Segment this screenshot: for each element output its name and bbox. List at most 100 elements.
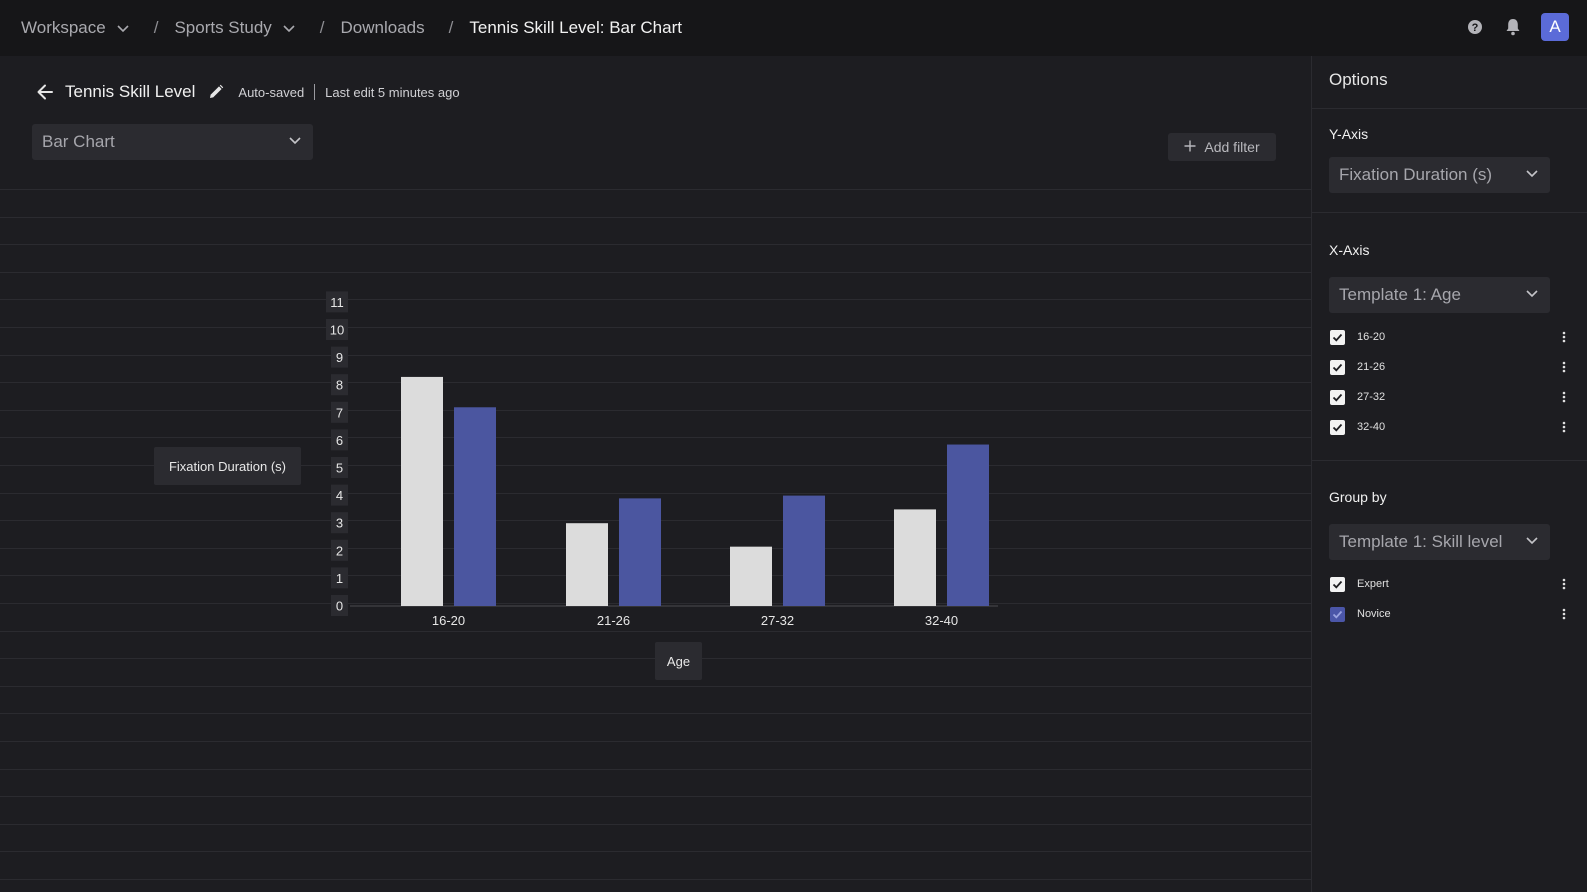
breadcrumb-label: Workspace	[21, 18, 106, 37]
x-axis-label: Age	[655, 642, 702, 680]
help-icon[interactable]: ?	[1465, 17, 1485, 37]
y-tick-label: 11	[330, 295, 344, 310]
breadcrumb-sports-study[interactable]: Sports Study	[174, 18, 295, 38]
y-tick-background	[331, 567, 348, 589]
y-tick: 5	[331, 457, 348, 478]
y-tick-background	[326, 291, 348, 313]
avatar-initial: A	[1549, 17, 1561, 36]
bar-expert-16-20[interactable]	[401, 376, 443, 606]
breadcrumb-workspace[interactable]: Workspace	[21, 18, 130, 38]
chevron-down-icon	[1524, 532, 1540, 553]
bar-expert-21-26[interactable]	[566, 523, 608, 606]
x-axis-item-label: 27-32	[1357, 391, 1386, 403]
plus-icon	[1184, 139, 1196, 155]
bar-expert-32-40[interactable]	[894, 509, 936, 606]
bar-novice-21-26[interactable]	[619, 498, 661, 606]
y-tick: 0	[331, 595, 348, 616]
more-vertical-icon[interactable]	[1558, 329, 1570, 345]
gridline	[0, 189, 1311, 190]
gridline	[0, 465, 1311, 466]
gridline	[0, 631, 1311, 632]
x-tick-label: 21-26	[597, 613, 630, 628]
breadcrumb-separator: /	[153, 18, 159, 37]
bell-icon[interactable]	[1503, 17, 1523, 37]
bar-expert-27-32[interactable]	[730, 546, 772, 606]
checkbox-checked[interactable]	[1330, 606, 1345, 622]
bar-novice-27-32[interactable]	[783, 495, 825, 606]
more-vertical-icon[interactable]	[1558, 606, 1570, 622]
status-divider	[314, 84, 316, 100]
x-tick-label: 27-32	[761, 613, 794, 628]
y-tick-label: 3	[336, 516, 343, 531]
gridline	[0, 796, 1311, 797]
avatar[interactable]: A	[1541, 13, 1569, 41]
bar-novice-32-40[interactable]	[947, 444, 989, 606]
checkbox-checked[interactable]	[1330, 359, 1345, 375]
panel-divider	[1312, 108, 1587, 109]
autosave-status: Auto-saved	[238, 84, 305, 100]
x-axis-item-32-40[interactable]: 32-40	[1330, 417, 1570, 437]
y-tick: 2	[331, 539, 348, 561]
y-tick-background	[331, 595, 348, 616]
x-axis-select[interactable]: Template 1: Age	[1329, 277, 1550, 313]
more-vertical-icon[interactable]	[1558, 576, 1570, 592]
bar-chart: 0 1 2 3 4 5 6 7 8 9 10 11 16-20 21-26 27-32 32-40	[326, 291, 998, 628]
checkbox-checked[interactable]	[1330, 329, 1345, 345]
group-by-select-value: Template 1: Skill level	[1339, 532, 1503, 551]
y-axis-label: Fixation Duration (s)	[154, 447, 301, 485]
y-tick: 9	[331, 346, 348, 368]
y-tick: 11	[326, 291, 348, 313]
breadcrumb-current: Tennis Skill Level: Bar Chart	[469, 18, 682, 38]
y-axis-select[interactable]: Fixation Duration (s)	[1329, 157, 1550, 193]
y-tick-background	[331, 401, 348, 423]
back-arrow-icon[interactable]	[33, 80, 57, 104]
checkbox-checked[interactable]	[1330, 576, 1345, 592]
y-tick-label: 9	[336, 350, 343, 365]
main-content: Tennis Skill Level Auto-saved Last edit …	[0, 56, 1311, 892]
y-tick-background	[331, 429, 348, 451]
bar-novice-16-20[interactable]	[454, 407, 496, 606]
breadcrumb-downloads[interactable]: Downloads	[341, 18, 425, 38]
gridline	[0, 769, 1311, 770]
breadcrumb-label: Downloads	[340, 18, 425, 37]
header-actions: ? A	[1465, 13, 1569, 41]
document-title[interactable]: Tennis Skill Level	[65, 82, 196, 101]
y-tick-background	[331, 512, 348, 534]
group-item-label: Novice	[1357, 608, 1391, 620]
options-panel: Options Y-Axis Fixation Duration (s) X-A…	[1311, 56, 1587, 892]
chevron-down-icon	[282, 21, 296, 35]
y-tick-background	[331, 374, 348, 396]
y-axis-select-value: Fixation Duration (s)	[1339, 165, 1493, 184]
x-axis-item-27-32[interactable]: 27-32	[1330, 387, 1570, 407]
pencil-icon[interactable]	[207, 83, 225, 101]
y-tick-label: 2	[336, 543, 343, 558]
y-tick-background	[331, 484, 348, 506]
group-by-select[interactable]: Template 1: Skill level	[1329, 524, 1550, 560]
gridline	[0, 299, 1311, 300]
group-item-expert[interactable]: Expert	[1330, 574, 1570, 594]
checkbox-checked[interactable]	[1330, 419, 1345, 435]
group-item-novice[interactable]: Novice	[1330, 604, 1570, 624]
panel-divider	[1312, 212, 1587, 213]
gridline	[0, 244, 1311, 245]
chevron-down-icon	[116, 21, 130, 35]
add-filter-button[interactable]: Add filter	[1168, 133, 1276, 161]
gridline	[0, 686, 1311, 687]
gridline	[0, 851, 1311, 852]
breadcrumb-separator: /	[448, 18, 454, 37]
more-vertical-icon[interactable]	[1558, 389, 1570, 405]
last-edit-status: Last edit 5 minutes ago	[325, 84, 460, 100]
x-axis-item-label: 21-26	[1357, 361, 1386, 373]
chart-type-select[interactable]: Bar Chart	[32, 124, 313, 160]
x-axis-item-21-26[interactable]: 21-26	[1330, 357, 1570, 377]
y-tick-label: 7	[336, 405, 343, 420]
more-vertical-icon[interactable]	[1558, 419, 1570, 435]
gridline	[0, 410, 1311, 411]
y-tick-label: 1	[336, 571, 343, 586]
x-axis-item-16-20[interactable]: 16-20	[1330, 327, 1570, 347]
gridline	[0, 437, 1311, 438]
more-vertical-icon[interactable]	[1558, 359, 1570, 375]
checkbox-checked[interactable]	[1330, 389, 1345, 405]
top-bar: Workspace / Sports Study / Downloads / T…	[0, 0, 1587, 56]
options-title: Options	[1329, 70, 1388, 89]
